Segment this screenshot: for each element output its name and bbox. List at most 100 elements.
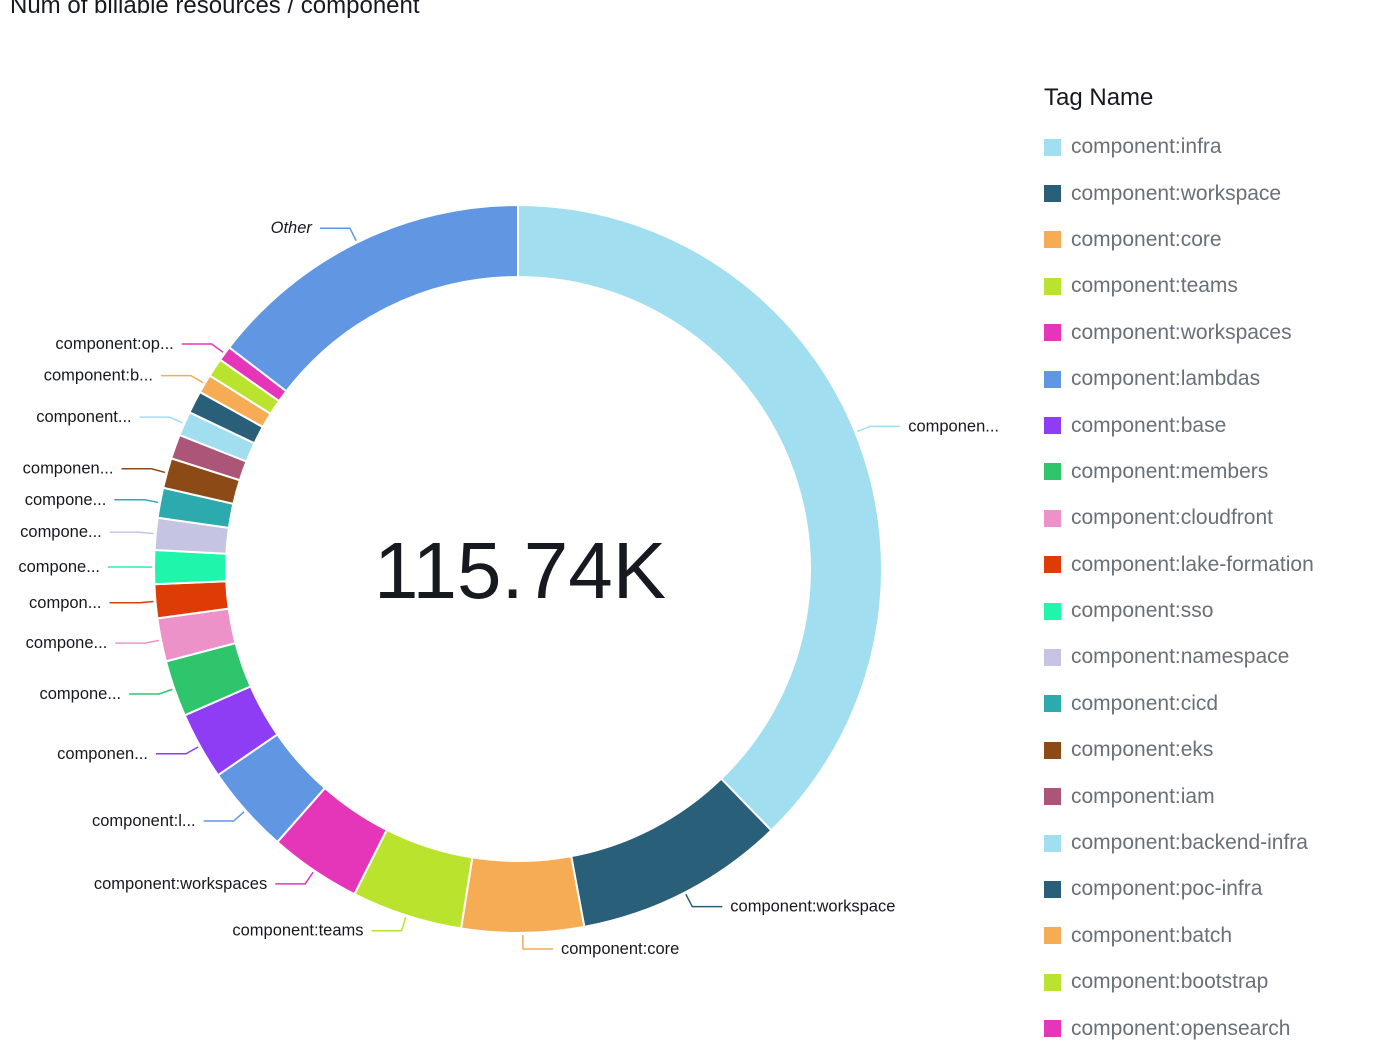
legend-label: component:members [1071, 459, 1269, 483]
leader-line [109, 531, 154, 535]
leader-line [856, 425, 901, 433]
legend-label: component:poc-infra [1071, 877, 1263, 901]
donut-slice[interactable] [153, 548, 228, 586]
legend-items: component:infra component:workspace compon… [1044, 124, 1374, 1052]
legend-item[interactable]: component:bootstrap [1044, 959, 1374, 1005]
legend-item[interactable]: component:lake-formation [1044, 542, 1374, 588]
legend-item[interactable]: component:backend-infra [1044, 820, 1374, 866]
legend-item[interactable]: component:sso [1044, 588, 1374, 634]
total-value: 115.74K [374, 526, 666, 615]
legend-swatch [1044, 509, 1061, 527]
slice-label: component:core [561, 940, 679, 958]
leader-line [203, 811, 245, 822]
legend-swatch [1044, 648, 1061, 666]
legend-item[interactable]: component:namespace [1044, 634, 1374, 680]
slice-label: componen... [908, 417, 999, 435]
legend-swatch [1044, 138, 1061, 156]
legend-label: component:backend-infra [1071, 831, 1308, 855]
legend-label: component:workspace [1071, 181, 1282, 205]
leader-line [319, 227, 357, 242]
donut-slice[interactable] [459, 854, 586, 934]
slice-label: component:op... [55, 335, 173, 353]
legend-swatch [1044, 1020, 1061, 1038]
legend-swatch [1044, 324, 1061, 342]
legend-label: component:cicd [1071, 691, 1219, 715]
donut-slice[interactable] [227, 203, 519, 393]
slice-label: Other [271, 219, 314, 237]
leader-line [109, 600, 154, 604]
legend-label: component:lake-formation [1071, 552, 1314, 576]
labels-layer: componen... component:workspace component:… [18, 219, 999, 958]
donut-slice[interactable] [517, 203, 883, 832]
legend-label: component:bootstrap [1071, 970, 1269, 994]
legend-label: component:base [1071, 413, 1227, 437]
legend-item[interactable]: component:core [1044, 217, 1374, 263]
leader-line [114, 499, 159, 504]
legend-label: component:batch [1071, 923, 1233, 947]
slice-label: component:workspaces [94, 875, 267, 893]
leader-line [685, 893, 723, 908]
leader-line [115, 639, 160, 644]
legend-item[interactable]: component:batch [1044, 913, 1374, 959]
legend-item[interactable]: component:poc-infra [1044, 866, 1374, 912]
legend-label: component:namespace [1071, 645, 1290, 669]
slice-label: compon... [29, 594, 101, 612]
legend-swatch [1044, 370, 1061, 388]
slice-label: component... [36, 408, 131, 426]
leader-line [121, 467, 166, 474]
slice-label: compone... [26, 634, 108, 652]
legend-swatch [1044, 927, 1061, 945]
legend-swatch [1044, 602, 1061, 620]
legend-swatch [1044, 185, 1061, 203]
legend-swatch [1044, 788, 1061, 806]
slice-label: component:teams [232, 922, 363, 940]
slices-layer [153, 203, 883, 934]
leader-line [181, 343, 224, 353]
slice-label: compone... [20, 523, 102, 541]
legend-item[interactable]: component:workspaces [1044, 310, 1374, 356]
legend-label: component:opensearch [1071, 1016, 1291, 1040]
legend-item[interactable]: component:teams [1044, 263, 1374, 309]
slice-label: compone... [25, 491, 107, 509]
legend-swatch [1044, 834, 1061, 852]
legend-label: component:teams [1071, 274, 1238, 298]
slice-label: component:workspace [730, 898, 895, 916]
legend-swatch [1044, 463, 1061, 481]
legend-swatch [1044, 417, 1061, 435]
leader-line [139, 416, 183, 424]
legend-item[interactable]: component:iam [1044, 773, 1374, 819]
legend-swatch [1044, 231, 1061, 249]
legend-item[interactable]: component:eks [1044, 727, 1374, 773]
legend-label: component:lambdas [1071, 367, 1261, 391]
legend-swatch [1044, 741, 1061, 759]
legend-title: Tag Name [1044, 84, 1154, 111]
legend-label: component:sso [1071, 599, 1214, 623]
legend-label: component:core [1071, 227, 1222, 251]
leader-line [371, 917, 407, 932]
slice-label: component:l... [92, 812, 196, 830]
legend: Tag Name component:infra component:worksp… [1044, 84, 1374, 1052]
legend-item[interactable]: component:cicd [1044, 681, 1374, 727]
legend-item[interactable]: component:members [1044, 449, 1374, 495]
legend-swatch [1044, 880, 1061, 898]
legend-item[interactable]: component:cloudfront [1044, 495, 1374, 541]
legend-item[interactable]: component:opensearch [1044, 1005, 1374, 1051]
slice-label: componen... [57, 745, 148, 763]
legend-label: component:eks [1071, 738, 1214, 762]
legend-swatch [1044, 973, 1061, 991]
leader-line [522, 934, 553, 950]
legend-label: component:infra [1071, 135, 1222, 159]
slice-label: compone... [39, 685, 121, 703]
legend-label: component:workspaces [1071, 320, 1292, 344]
legend-label: component:iam [1071, 784, 1215, 808]
slice-label: component:b... [44, 367, 153, 385]
slice-label: componen... [23, 460, 114, 478]
donut-chart: componen... component:workspace component:… [18, 203, 999, 958]
legend-item[interactable]: component:lambdas [1044, 356, 1374, 402]
legend-item[interactable]: component:infra [1044, 124, 1374, 170]
legend-item[interactable]: component:base [1044, 402, 1374, 448]
legend-item[interactable]: component:workspace [1044, 170, 1374, 216]
chart-title: Num of billable resources / component [10, 0, 420, 19]
slice-label: compone... [18, 558, 100, 576]
legend-swatch [1044, 556, 1061, 574]
